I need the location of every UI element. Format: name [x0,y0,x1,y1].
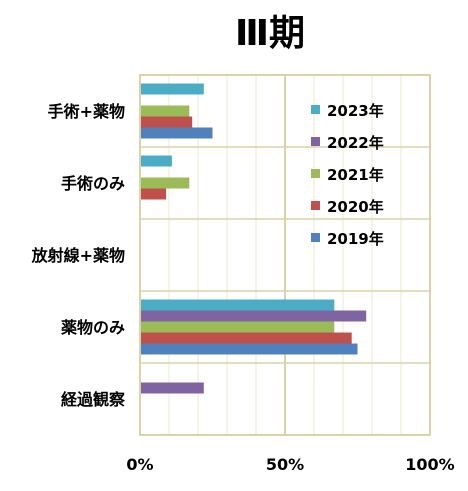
legend-label: 2021年 [327,166,384,184]
bar [141,343,358,355]
chart-title: Ⅲ期 [235,13,305,54]
bar [141,321,335,333]
category-label: 手術のみ [61,174,125,193]
legend-swatch [311,169,320,178]
category-label: 経過観察 [61,390,126,409]
bar [141,83,204,95]
bar [141,188,167,200]
category-label: 放射線+薬物 [31,246,125,265]
legend-label: 2022年 [327,134,384,152]
legend-swatch [311,233,320,242]
legend-swatch [311,201,320,210]
bar [141,127,213,139]
legend-label: 2019年 [327,230,384,248]
bar [141,299,335,311]
x-tick-label: 50% [266,455,304,474]
x-tick-label: 0% [126,455,153,474]
legend-swatch [311,105,320,114]
bar [141,105,190,117]
bar [141,382,204,394]
bar [141,332,352,344]
plot-border [139,74,431,436]
bar [141,116,193,128]
bar [141,155,172,167]
category-label: 薬物のみ [60,318,125,337]
x-axis: 0% 50% 100% [126,455,454,474]
x-tick-label: 100% [405,455,454,474]
legend-swatch [311,137,320,146]
legend: 2023年 2022年 2021年 2020年 2019年 [311,102,384,248]
legend-label: 2020年 [327,198,384,216]
bar [141,177,190,189]
plot-area [139,74,431,436]
category-label: 手術+薬物 [48,102,125,121]
bar [141,310,367,322]
bars [141,83,367,394]
legend-label: 2023年 [327,102,384,120]
